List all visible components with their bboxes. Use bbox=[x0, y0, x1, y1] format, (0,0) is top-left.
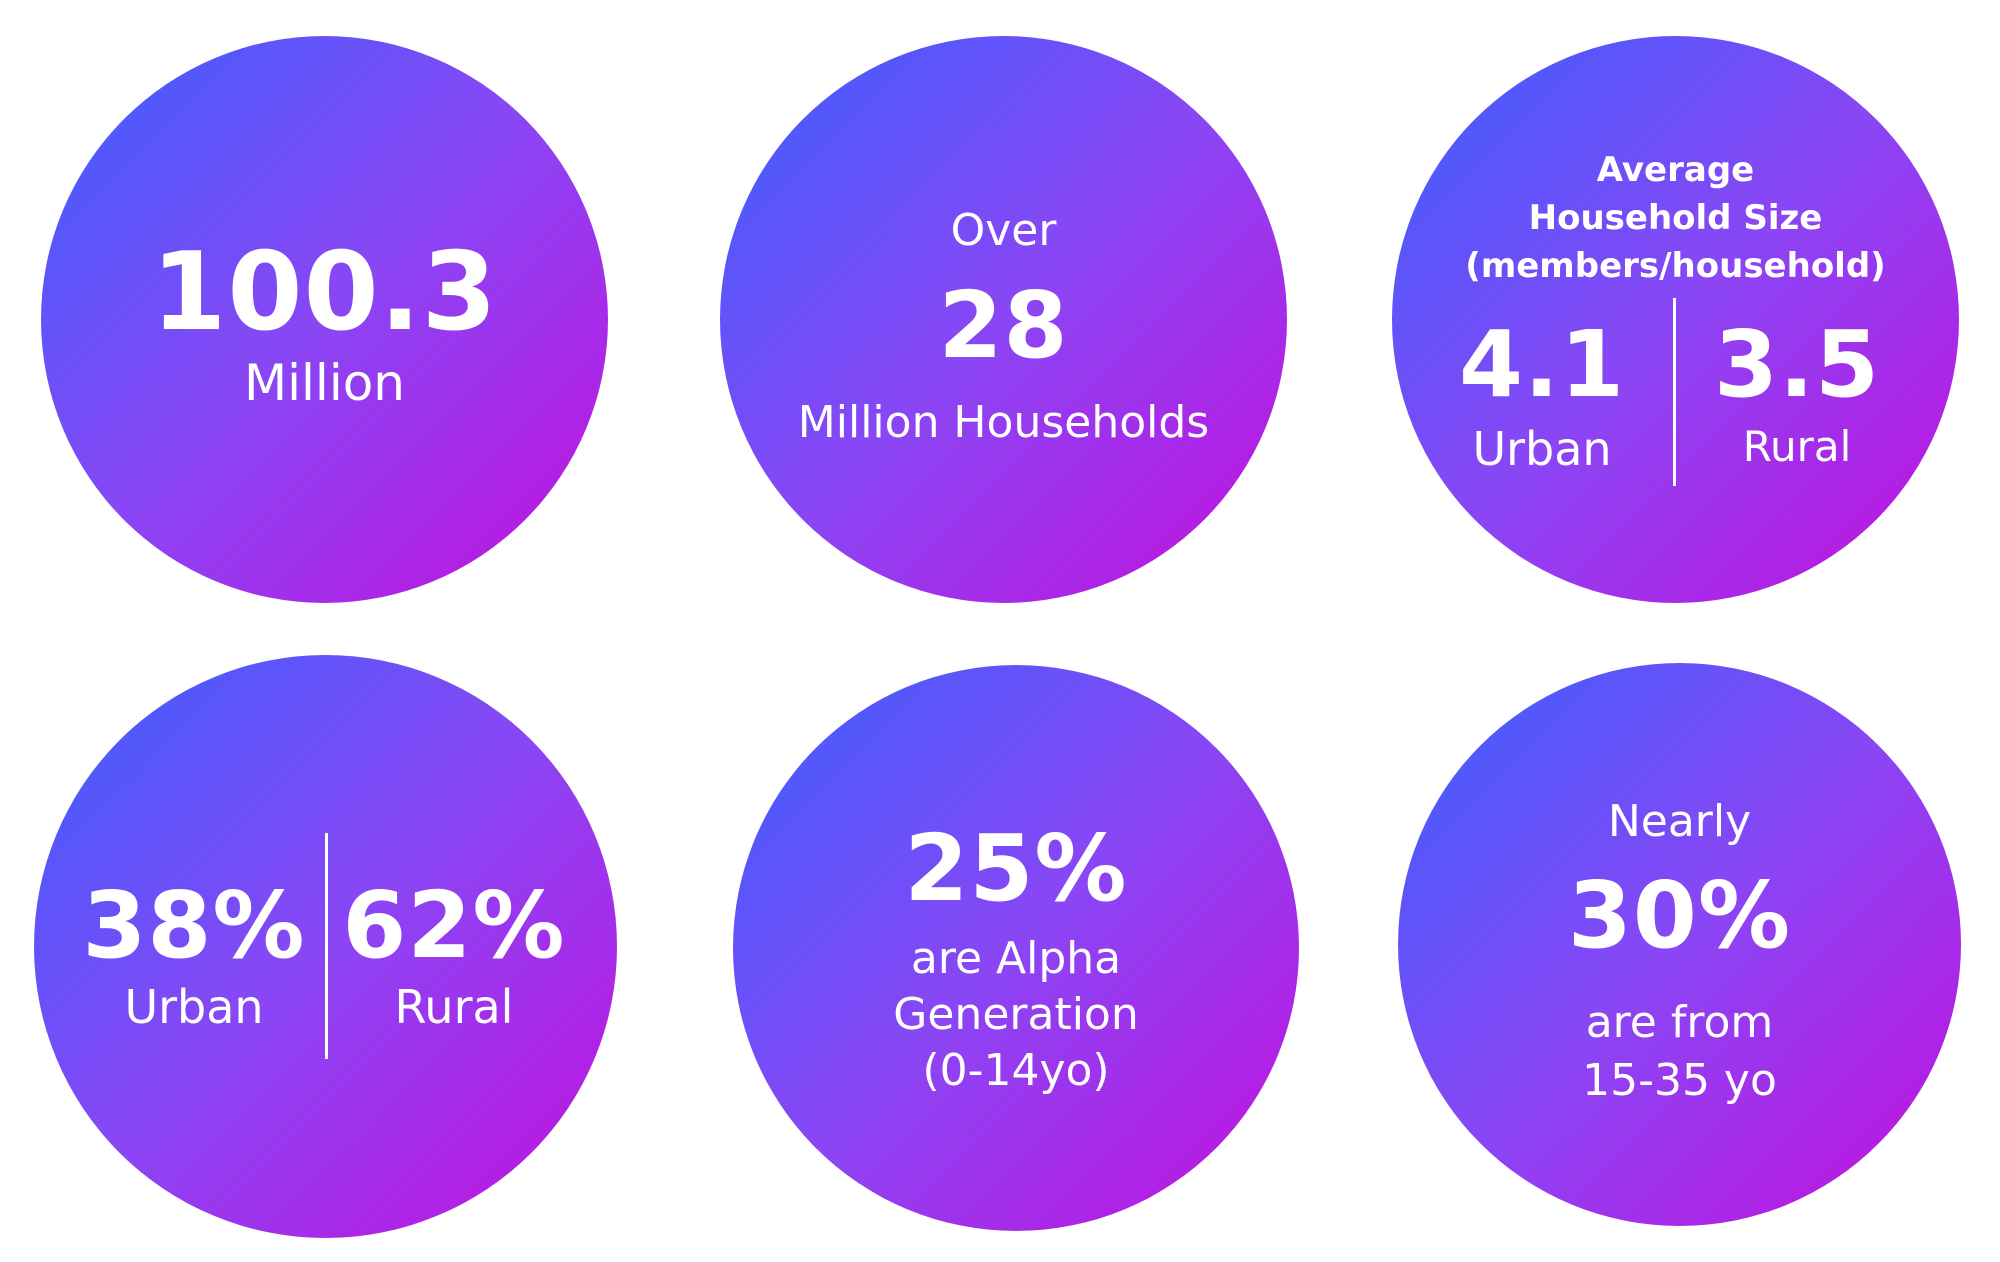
youth-line2: 15-35 yo bbox=[1582, 1055, 1777, 1106]
household-size-title-line2: Household Size bbox=[1528, 198, 1823, 238]
population-unit: Million bbox=[244, 354, 405, 412]
urban-label: Urban bbox=[124, 980, 264, 1034]
household-size-rural-value: 3.5 bbox=[1714, 311, 1880, 418]
stat-circle-urban-rural: 38% Urban 62% Rural bbox=[34, 655, 617, 1238]
households-unit: Million Households bbox=[797, 397, 1210, 448]
rural-value: 62% bbox=[342, 872, 566, 979]
stat-circle-youth: Nearly 30% are from 15-35 yo bbox=[1398, 663, 1961, 1226]
urban-rural-divider bbox=[325, 833, 328, 1059]
households-prefix: Over bbox=[950, 205, 1057, 256]
households-value: 28 bbox=[938, 272, 1069, 379]
stat-circle-population: 100.3 Million bbox=[41, 36, 608, 603]
stat-circle-household-size: Average Household Size (members/househol… bbox=[1392, 36, 1959, 603]
urban-value: 38% bbox=[82, 872, 306, 979]
alpha-line1: are Alpha bbox=[910, 933, 1122, 984]
alpha-line3: (0-14yo) bbox=[922, 1045, 1110, 1096]
rural-label: Rural bbox=[394, 980, 514, 1034]
household-size-divider bbox=[1673, 298, 1676, 486]
population-value: 100.3 bbox=[151, 230, 498, 355]
alpha-line2: Generation bbox=[893, 989, 1139, 1040]
household-size-urban-value: 4.1 bbox=[1459, 311, 1625, 418]
youth-line1: are from bbox=[1585, 997, 1774, 1048]
household-size-title-line1: Average bbox=[1596, 150, 1755, 190]
youth-prefix: Nearly bbox=[1607, 796, 1752, 847]
youth-value: 30% bbox=[1567, 862, 1792, 969]
stat-circle-alpha-generation: 25% are Alpha Generation (0-14yo) bbox=[733, 665, 1299, 1231]
household-size-title-line3: (members/household) bbox=[1465, 246, 1886, 286]
household-size-rural-label: Rural bbox=[1742, 422, 1852, 471]
alpha-value: 25% bbox=[904, 815, 1128, 922]
stat-circle-households: Over 28 Million Households bbox=[720, 36, 1287, 603]
household-size-urban-label: Urban bbox=[1472, 422, 1612, 476]
